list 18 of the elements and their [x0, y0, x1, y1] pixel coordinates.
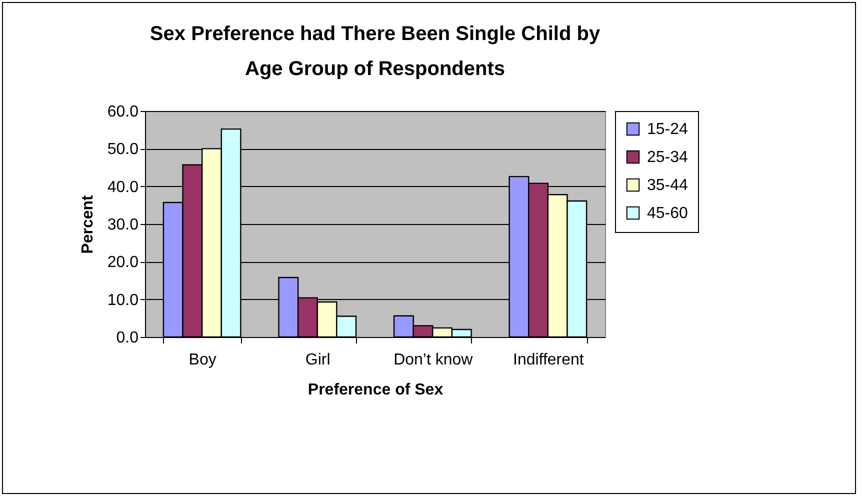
chart-title: Sex Preference had There Been Single Child by Age Group of Respondents: [150, 23, 601, 80]
x-tick-label: Boy: [188, 352, 216, 368]
y-tick-label: 10.0: [107, 292, 139, 309]
y-tick-label: 60.0: [107, 104, 139, 120]
legend-label: 35-44: [647, 177, 688, 194]
x-axis-title: Preference of Sex: [308, 382, 444, 398]
legend-label: 25-34: [647, 149, 688, 166]
x-tick-label: Don’t know: [394, 352, 474, 368]
legend-label: 45-60: [647, 205, 688, 222]
y-tick-label: 40.0: [107, 178, 139, 196]
y-tick-label: 30.0: [107, 216, 139, 234]
legend-label: 15-24: [647, 121, 688, 138]
y-tick-label: 20.0: [107, 254, 139, 272]
y-axis-title: Percent: [79, 194, 96, 254]
x-tick-label: Indifferent: [512, 352, 584, 368]
y-tick-label: 0.0: [116, 330, 139, 346]
y-tick-label: 50.0: [107, 141, 139, 158]
x-tick-label: Girl: [305, 352, 330, 368]
